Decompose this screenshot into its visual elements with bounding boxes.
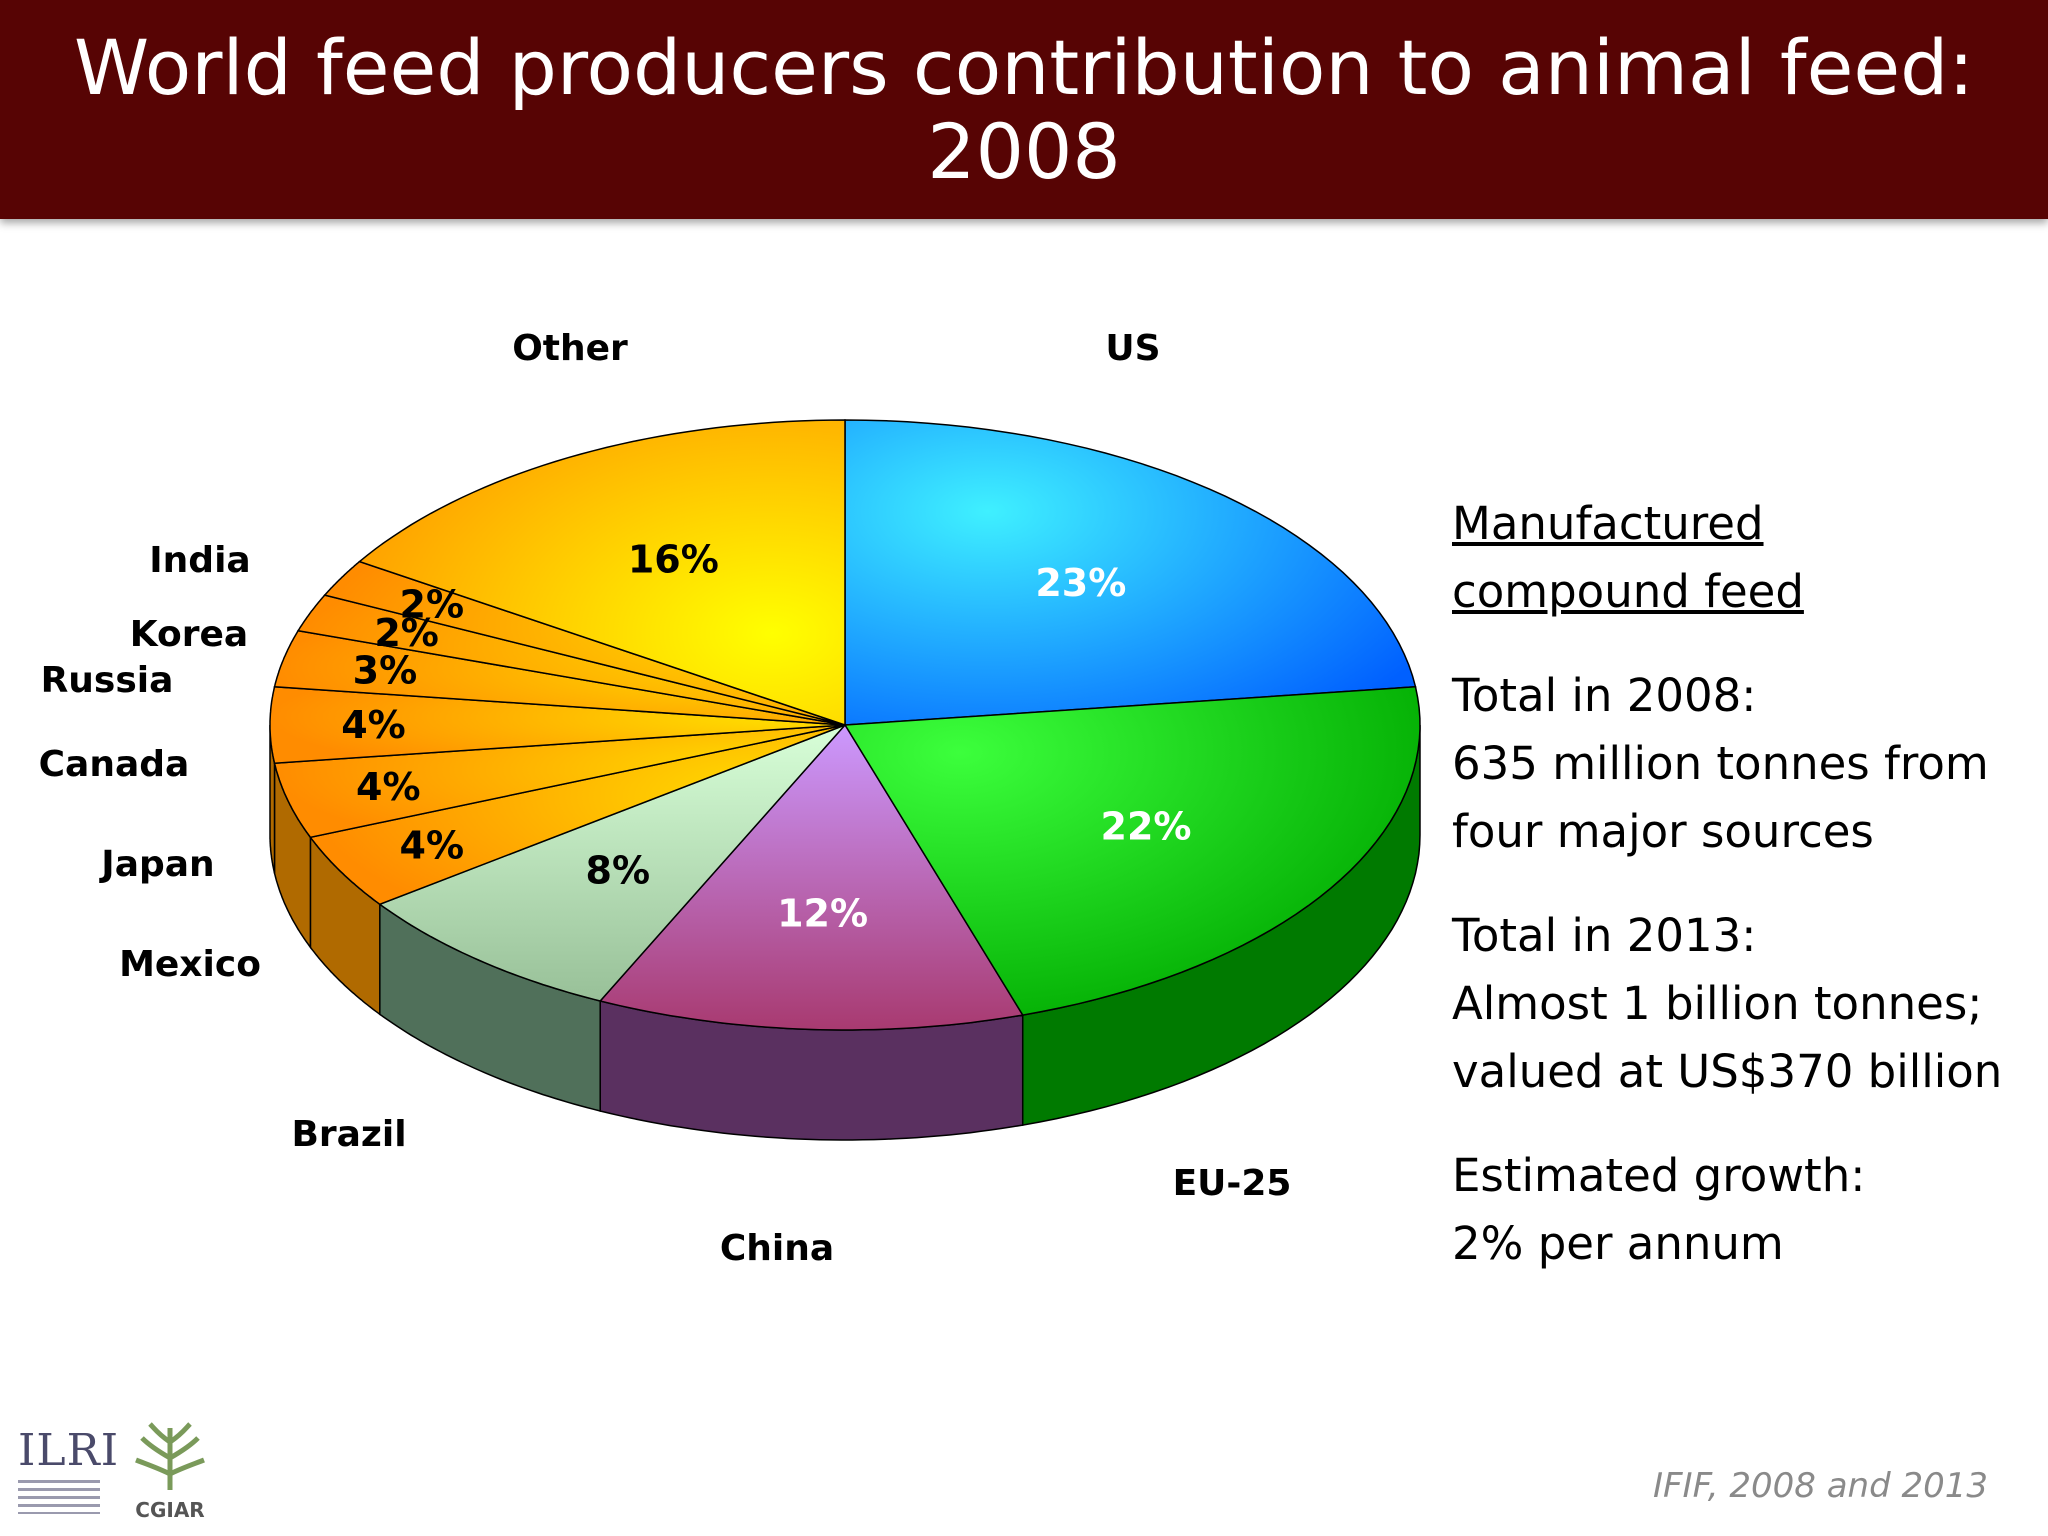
pie-slice-india xyxy=(323,560,846,726)
ilri-logo-subtext xyxy=(18,1480,100,1514)
pie-value-label-russia: 3% xyxy=(353,648,418,692)
pie-slice-brazil xyxy=(378,724,846,1002)
pie-value-label-brazil: 8% xyxy=(586,849,651,893)
pie-slice-other xyxy=(357,419,846,727)
pie-slice-china xyxy=(598,723,1024,1031)
total-2008-line2: four major sources xyxy=(1452,805,1874,858)
pie-category-label-japan: Japan xyxy=(98,844,214,885)
pie-value-label-china: 12% xyxy=(777,892,868,936)
total-2013-label: Total in 2013: xyxy=(1452,909,1757,962)
pie-slice-japan xyxy=(273,724,846,839)
pie-category-label-korea: Korea xyxy=(130,614,248,655)
pie-category-label-india: India xyxy=(149,540,250,581)
pie-value-label-korea: 2% xyxy=(374,611,439,655)
total-2013-block: Total in 2013: Almost 1 billion tonnes; … xyxy=(1452,902,2042,1106)
panel-heading-line1: Manufactured xyxy=(1452,497,1764,550)
pie-value-label-other: 16% xyxy=(628,537,719,581)
pie-value-label-us: 23% xyxy=(1035,561,1126,605)
total-2008-line1: 635 million tonnes from xyxy=(1452,737,1989,790)
source-citation: IFIF, 2008 and 2013 xyxy=(1652,1466,1988,1506)
pie-value-label-eu-25: 22% xyxy=(1101,804,1192,848)
growth-block: Estimated growth: 2% per annum xyxy=(1452,1142,2042,1278)
total-2008-block: Total in 2008: 635 million tonnes from f… xyxy=(1452,662,2042,866)
pie-slice-us xyxy=(844,419,1417,726)
page-title: World feed producers contribution to ani… xyxy=(74,22,1974,196)
panel-heading-line2: compound feed xyxy=(1452,565,1804,618)
pie-value-labels: 23%22%12%8%4%4%4%3%2%2%16% xyxy=(341,537,1191,935)
growth-label: Estimated growth: xyxy=(1452,1149,1866,1202)
growth-value: 2% per annum xyxy=(1452,1217,1784,1270)
pie-value-label-india: 2% xyxy=(400,583,465,627)
pie-value-label-canada: 4% xyxy=(341,703,406,747)
wheat-icon xyxy=(135,1422,205,1490)
total-2013-line2: valued at US$370 billion xyxy=(1452,1045,2003,1098)
pie-category-label-other: Other xyxy=(512,328,628,369)
pie-slice-russia xyxy=(273,629,846,726)
pie-chart: 23%22%12%8%4%4%4%3%2%2%16% USEU-25ChinaB… xyxy=(39,328,1421,1269)
pie-category-label-eu-25: EU-25 xyxy=(1173,1163,1292,1204)
pie-category-label-canada: Canada xyxy=(39,744,190,785)
pie-slice-mexico xyxy=(309,724,846,906)
total-2008-label: Total in 2008: xyxy=(1452,669,1757,722)
pie-top xyxy=(269,419,1421,1031)
pie-value-label-japan: 4% xyxy=(356,765,421,809)
cgiar-logo-text: CGIAR xyxy=(135,1498,205,1522)
heading-block: Manufactured compound feed xyxy=(1452,490,2042,626)
pie-slice-korea xyxy=(296,594,846,726)
pie-category-label-russia: Russia xyxy=(41,660,174,701)
ilri-logo: ILRI xyxy=(18,1425,120,1520)
side-panel: Manufactured compound feed Total in 2008… xyxy=(1452,490,2042,1314)
ilri-logo-text: ILRI xyxy=(18,1425,120,1476)
pie-category-label-brazil: Brazil xyxy=(291,1114,406,1155)
pie-category-labels: US EU-25 China Brazil Mexico Japan Canada Russi… xyxy=(39,328,1292,1269)
pie-slice-canada xyxy=(269,686,846,764)
pie-slice-eu-25 xyxy=(843,686,1421,1016)
title-bar: World feed producers contribution to ani… xyxy=(0,0,2048,219)
cgiar-logo: CGIAR xyxy=(128,1420,212,1522)
pie-value-label-mexico: 4% xyxy=(400,824,465,868)
total-2013-line1: Almost 1 billion tonnes; xyxy=(1452,977,1983,1030)
pie-category-label-mexico: Mexico xyxy=(119,944,261,985)
pie-category-label-us: US xyxy=(1105,328,1160,369)
pie-category-label-china: China xyxy=(720,1228,834,1269)
